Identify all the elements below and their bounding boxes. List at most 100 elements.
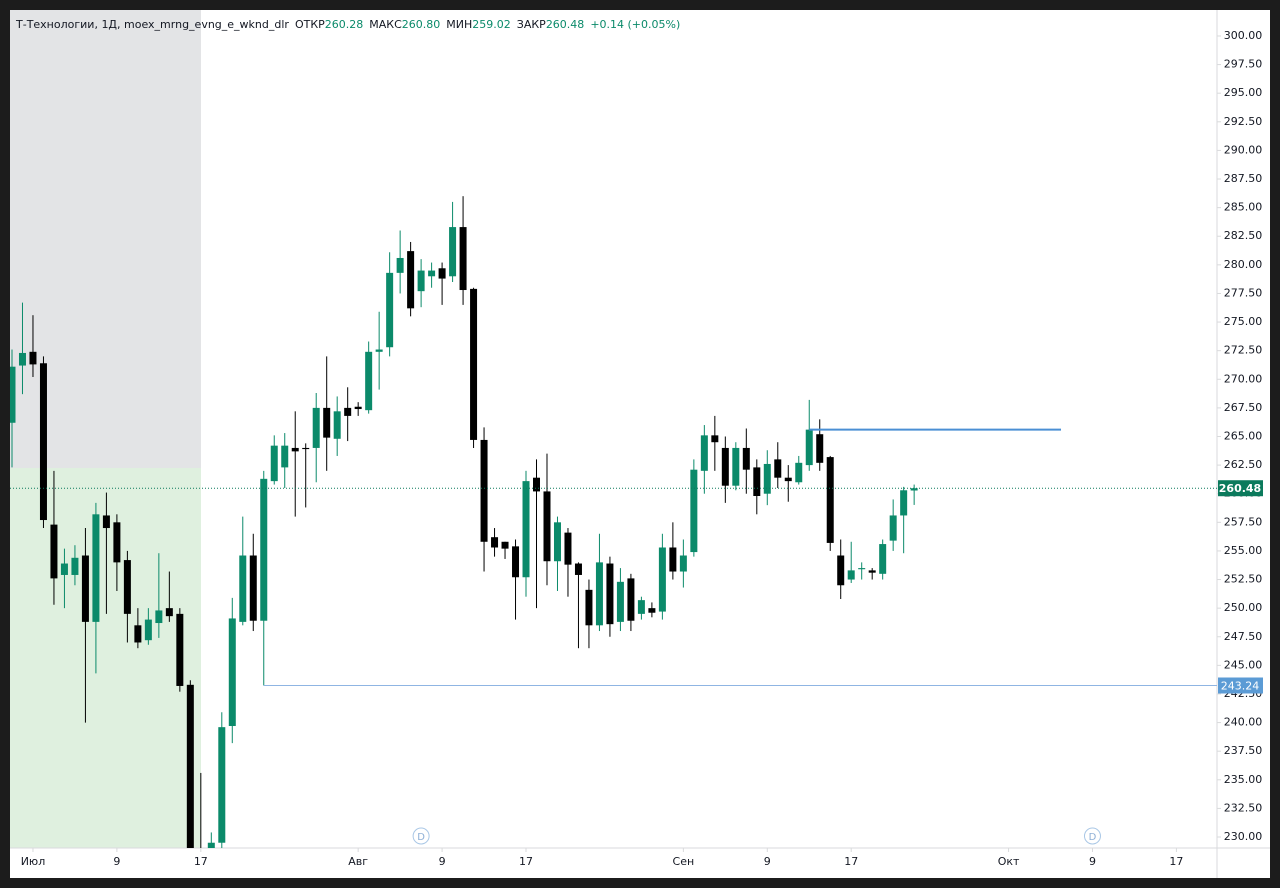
- plot: [10, 196, 1217, 848]
- candle-body: [207, 842, 215, 848]
- candle-body: [742, 447, 750, 470]
- y-tick-label: 232.50: [1224, 801, 1263, 814]
- y-tick-label: 265.00: [1224, 429, 1263, 442]
- y-tick-label: 230.00: [1224, 830, 1263, 843]
- candle-body: [669, 547, 677, 572]
- candle-body: [102, 515, 110, 529]
- y-tick-label: 285.00: [1224, 201, 1263, 214]
- candle-body: [165, 608, 173, 617]
- candle-body: [375, 349, 383, 352]
- candle-body: [826, 457, 834, 543]
- shaded-zone: [10, 468, 201, 848]
- candle-body: [365, 351, 373, 411]
- ohlc-value: 260.48: [546, 18, 585, 31]
- candle-body: [732, 447, 740, 486]
- candle-body: [60, 563, 68, 575]
- candle-body: [595, 562, 603, 626]
- candle-body: [816, 434, 824, 463]
- candle-body: [281, 445, 289, 468]
- candle-body: [616, 581, 624, 622]
- y-tick-label: 282.50: [1224, 229, 1263, 242]
- candle-body: [270, 445, 278, 482]
- event-marker: [1083, 827, 1101, 845]
- candle-body: [155, 610, 163, 624]
- candle-body: [491, 537, 499, 548]
- ohlc-value: 260.28: [325, 18, 364, 31]
- candle-body: [858, 568, 866, 570]
- candle-body: [302, 447, 310, 450]
- shaded-zone: [10, 10, 201, 468]
- candle-body: [29, 351, 37, 365]
- y-tick-label: 235.00: [1224, 773, 1263, 786]
- candle-body: [795, 462, 803, 483]
- candle-body: [333, 411, 341, 439]
- x-tick-label: Окт: [998, 855, 1020, 868]
- ohlc-label: МИН: [446, 18, 472, 31]
- candle-body: [658, 547, 666, 612]
- y-tick-label: 290.00: [1224, 143, 1263, 156]
- candle-body: [679, 555, 687, 572]
- candle-body: [753, 467, 761, 497]
- candle-body: [879, 544, 887, 574]
- y-tick-label: 270.00: [1224, 372, 1263, 385]
- x-tick-label: Июл: [21, 855, 46, 868]
- y-tick-label: 275.00: [1224, 315, 1263, 328]
- y-tick-label: 287.50: [1224, 172, 1263, 185]
- x-tick-label: 17: [844, 855, 858, 868]
- last-price-box: [1218, 480, 1263, 497]
- y-tick-label: 245.00: [1224, 658, 1263, 671]
- x-tick-label: 17: [194, 855, 208, 868]
- candle-body: [71, 557, 79, 575]
- ohlc-label: ОТКР: [295, 18, 325, 31]
- candle-body: [386, 272, 394, 348]
- event-marker: [412, 827, 430, 845]
- candle-body: [501, 541, 509, 549]
- candle-body: [470, 288, 478, 440]
- candle-body: [574, 563, 582, 575]
- candle-body: [784, 477, 792, 482]
- candle-body: [700, 435, 708, 471]
- candle-body: [847, 570, 855, 580]
- candle-body: [438, 268, 446, 279]
- y-tick-label: 280.00: [1224, 258, 1263, 271]
- candle-body: [480, 439, 488, 542]
- ohlc-value: 259.02: [472, 18, 511, 31]
- symbol: Т-Технологии, 1Д, moex_mrng_evng_e_wknd_…: [15, 18, 289, 31]
- candle-body: [176, 613, 184, 686]
- x-tick-label: 17: [519, 855, 533, 868]
- event-label: D: [1089, 832, 1097, 843]
- y-tick-label: 250.00: [1224, 601, 1263, 614]
- candle-body: [344, 407, 352, 416]
- candle-body: [721, 447, 729, 486]
- candle-body: [522, 481, 530, 578]
- candle-body: [354, 406, 362, 410]
- y-tick-label: 252.50: [1224, 573, 1263, 586]
- y-tick-label: 247.50: [1224, 630, 1263, 643]
- y-tick-label: 277.50: [1224, 286, 1263, 299]
- candle-body: [711, 435, 719, 443]
- candle-body: [512, 546, 520, 578]
- candle-body: [910, 488, 918, 491]
- candle-body: [186, 684, 194, 848]
- y-tick-label: 267.50: [1224, 401, 1263, 414]
- candle-body: [39, 363, 47, 521]
- y-tick-label: 272.50: [1224, 344, 1263, 357]
- candle-body: [837, 555, 845, 586]
- y-tick-label: 255.00: [1224, 544, 1263, 557]
- candle-body: [637, 600, 645, 614]
- legend-header: Т-Технологии, 1Д, moex_mrng_evng_e_wknd_…: [15, 18, 680, 31]
- ohlc-label: МАКС: [369, 18, 402, 31]
- candle-body: [648, 608, 656, 613]
- y-tick-label: 240.00: [1224, 716, 1263, 729]
- candle-body: [249, 555, 257, 621]
- x-tick-label: 9: [439, 855, 446, 868]
- candle-body: [417, 270, 425, 292]
- candle-body: [291, 447, 299, 452]
- candle-body: [260, 478, 268, 621]
- candle-body: [868, 570, 876, 573]
- candle-body: [123, 560, 131, 614]
- y-tick-label: 262.50: [1224, 458, 1263, 471]
- candle-body: [449, 227, 457, 277]
- x-tick-label: 9: [1089, 855, 1096, 868]
- last-price-label: 260.48: [1219, 482, 1261, 495]
